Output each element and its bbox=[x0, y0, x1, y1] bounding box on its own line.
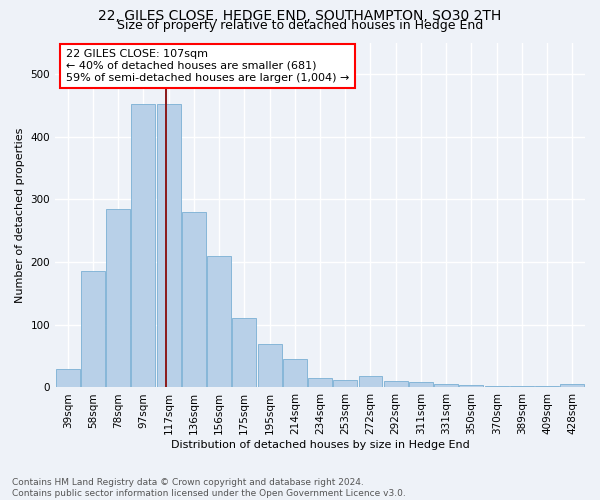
Y-axis label: Number of detached properties: Number of detached properties bbox=[15, 128, 25, 302]
Bar bbox=[485, 386, 509, 388]
Bar bbox=[510, 386, 534, 388]
Bar bbox=[560, 384, 584, 388]
Bar bbox=[182, 212, 206, 388]
Text: 22, GILES CLOSE, HEDGE END, SOUTHAMPTON, SO30 2TH: 22, GILES CLOSE, HEDGE END, SOUTHAMPTON,… bbox=[98, 9, 502, 23]
X-axis label: Distribution of detached houses by size in Hedge End: Distribution of detached houses by size … bbox=[170, 440, 469, 450]
Bar bbox=[232, 318, 256, 388]
Bar bbox=[308, 378, 332, 388]
Bar bbox=[460, 385, 484, 388]
Bar bbox=[81, 272, 105, 388]
Bar bbox=[434, 384, 458, 388]
Bar bbox=[131, 104, 155, 388]
Bar bbox=[359, 376, 382, 388]
Bar bbox=[384, 381, 408, 388]
Bar bbox=[409, 382, 433, 388]
Bar bbox=[106, 208, 130, 388]
Text: Size of property relative to detached houses in Hedge End: Size of property relative to detached ho… bbox=[117, 19, 483, 32]
Bar bbox=[333, 380, 357, 388]
Text: 22 GILES CLOSE: 107sqm
← 40% of detached houses are smaller (681)
59% of semi-de: 22 GILES CLOSE: 107sqm ← 40% of detached… bbox=[65, 50, 349, 82]
Bar bbox=[56, 368, 80, 388]
Bar bbox=[283, 359, 307, 388]
Bar bbox=[535, 386, 559, 388]
Bar bbox=[207, 256, 231, 388]
Bar bbox=[257, 344, 281, 388]
Bar bbox=[157, 104, 181, 388]
Text: Contains HM Land Registry data © Crown copyright and database right 2024.
Contai: Contains HM Land Registry data © Crown c… bbox=[12, 478, 406, 498]
